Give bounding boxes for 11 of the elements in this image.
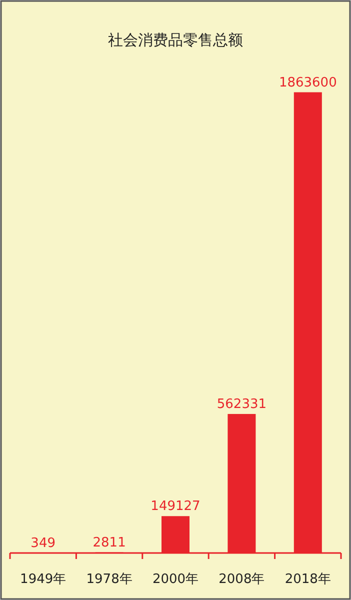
x-tick-label: 2018年 [284,572,331,587]
data-label: 1863600 [278,75,337,90]
chart-title: 社会消费品零售总额 [108,31,243,49]
x-tick-label: 1949年 [20,572,66,587]
x-tick-label: 2000年 [152,572,199,587]
x-tick-label: 1978年 [86,572,132,587]
x-tick-label: 2008年 [218,572,265,587]
data-label: 562331 [216,396,267,412]
data-label: 2811 [92,535,126,550]
data-label: 349 [30,536,56,551]
data-label: 149127 [150,499,200,514]
